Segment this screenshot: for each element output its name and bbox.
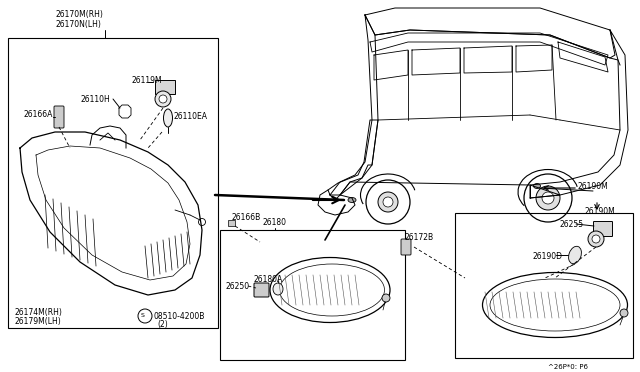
Circle shape [620,309,628,317]
Ellipse shape [490,279,620,331]
Text: 26180A: 26180A [253,275,282,284]
Circle shape [592,235,600,243]
FancyBboxPatch shape [155,80,175,94]
Text: 26172B: 26172B [405,233,434,242]
Circle shape [378,192,398,212]
Ellipse shape [163,109,173,127]
Ellipse shape [280,264,385,316]
Ellipse shape [270,257,390,323]
Circle shape [382,294,390,302]
Circle shape [366,180,410,224]
Text: 26170M(RH): 26170M(RH) [55,10,103,19]
FancyBboxPatch shape [401,239,411,255]
Circle shape [155,91,171,107]
Text: 26190M: 26190M [578,182,609,191]
Text: (2): (2) [157,320,168,329]
Text: 26110EA: 26110EA [173,112,207,121]
Text: 26166B: 26166B [231,213,260,222]
Text: 26110H: 26110H [80,95,109,104]
FancyBboxPatch shape [593,221,612,237]
Text: 26255: 26255 [560,220,584,229]
Bar [8,38,218,328]
Circle shape [536,186,560,210]
Text: 26190D: 26190D [533,252,563,261]
Text: 26170N(LH): 26170N(LH) [55,20,101,29]
FancyBboxPatch shape [254,283,269,297]
Text: 26174M(RH): 26174M(RH) [14,308,62,317]
Text: 26180: 26180 [263,218,287,227]
Bar [220,230,405,360]
Text: 26119M: 26119M [132,76,163,85]
Text: 26190M: 26190M [585,207,616,216]
Ellipse shape [273,283,283,295]
Bar [455,213,633,358]
Text: 08510-4200B: 08510-4200B [153,312,204,321]
Text: S: S [141,313,145,318]
Text: 26166A: 26166A [23,110,52,119]
Circle shape [198,218,205,225]
Bar [228,220,235,226]
Circle shape [588,231,604,247]
FancyBboxPatch shape [54,106,64,128]
Text: 26250: 26250 [225,282,249,291]
Circle shape [542,192,554,204]
Circle shape [138,309,152,323]
Ellipse shape [348,198,356,202]
Circle shape [383,197,393,207]
Ellipse shape [568,246,581,264]
Text: 26179M(LH): 26179M(LH) [14,317,61,326]
Text: ^26P*0: P6: ^26P*0: P6 [548,364,588,370]
Circle shape [159,95,167,103]
Circle shape [524,174,572,222]
Ellipse shape [534,183,541,189]
Ellipse shape [483,273,627,337]
